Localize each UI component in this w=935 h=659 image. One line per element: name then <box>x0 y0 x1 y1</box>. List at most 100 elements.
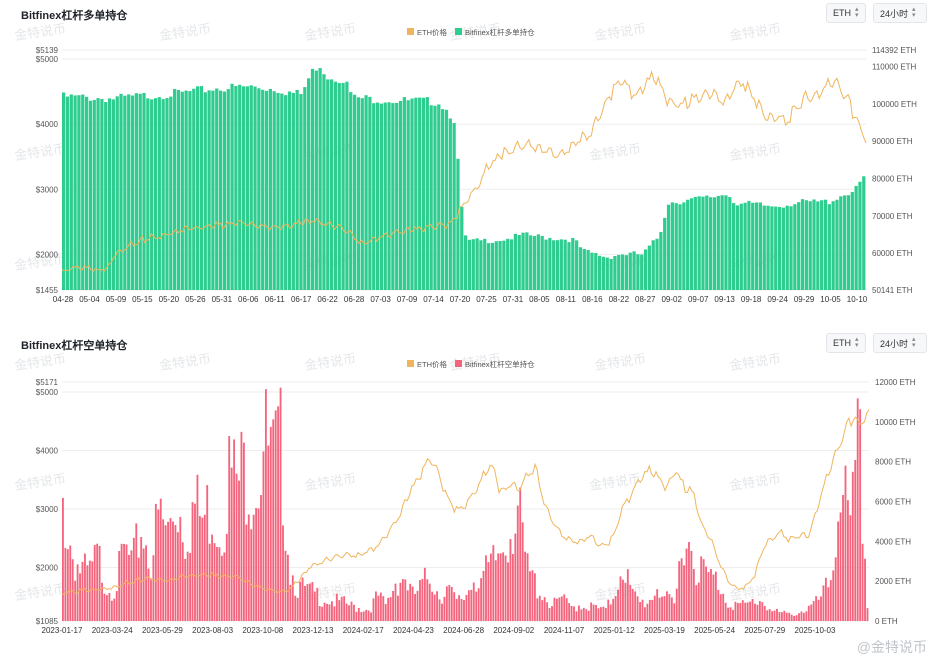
bar <box>604 607 607 621</box>
bar <box>233 439 236 621</box>
bar <box>284 95 288 291</box>
bar <box>793 204 797 290</box>
bar <box>186 551 189 621</box>
bar <box>286 554 289 621</box>
bar <box>546 602 549 621</box>
bar <box>222 91 227 290</box>
bar <box>800 611 803 621</box>
watermark-text: 金特说币 <box>13 581 67 603</box>
watermark-text: 金特说币 <box>13 21 67 43</box>
bar <box>670 202 674 290</box>
bar <box>310 68 315 291</box>
bar <box>499 553 502 621</box>
bar <box>264 90 269 290</box>
bar <box>360 612 363 621</box>
bar <box>640 254 644 290</box>
bar <box>86 565 89 621</box>
long-range-select[interactable]: 24小时 ▴ ▾ <box>873 3 927 23</box>
bar <box>123 543 125 621</box>
bar <box>538 595 541 621</box>
right-axis-tick-label: 114392 ETH <box>872 46 917 55</box>
bar <box>628 252 632 290</box>
bar <box>866 608 869 621</box>
bar <box>728 197 732 290</box>
bar <box>234 86 238 290</box>
x-axis-tick-label: 2025-05-24 <box>694 626 735 635</box>
long-position-panel: 金特说币 金特说币 金特说币 金特说币 金特说币 金特说币 金特说币 金特说币 金特说币 金特说币… <box>0 0 935 325</box>
legend-label-bars: Bitfinex杠杆空单持仓 <box>465 359 535 369</box>
bar <box>804 200 808 290</box>
bar <box>598 255 602 290</box>
bar <box>798 613 800 621</box>
bar <box>395 102 399 291</box>
bar <box>429 105 433 291</box>
bar <box>379 103 383 290</box>
bar <box>443 596 446 621</box>
bar <box>350 601 353 621</box>
bar <box>372 103 376 290</box>
bar <box>475 591 478 621</box>
bar <box>184 558 187 621</box>
bar <box>739 602 742 621</box>
bar <box>188 91 192 290</box>
bar <box>797 202 801 290</box>
bar <box>74 580 77 621</box>
bar <box>253 86 257 290</box>
watermark-text: 金特说币 <box>728 581 782 603</box>
short-unit-select[interactable]: ETH ▴ ▾ <box>826 333 866 353</box>
legend: ETH价格 Bitfinex杠杆多单持仓 <box>407 27 535 37</box>
bar <box>807 605 810 621</box>
bar <box>670 597 673 621</box>
bar <box>693 196 697 290</box>
bar <box>404 579 407 621</box>
bar <box>509 539 512 621</box>
bar <box>613 255 617 290</box>
bar <box>639 602 641 621</box>
bar <box>93 544 96 621</box>
bar <box>306 584 309 621</box>
legend-label-price: ETH价格 <box>417 27 447 37</box>
bar <box>397 595 399 621</box>
bar <box>272 91 276 290</box>
bar <box>452 123 456 290</box>
bar <box>225 533 228 621</box>
bar <box>130 95 135 290</box>
bar <box>565 598 568 621</box>
short-range-select[interactable]: 24小时 ▴ ▾ <box>873 333 927 353</box>
bar <box>817 599 820 621</box>
legend: ETH价格 Bitfinex杠杆空单持仓 <box>407 359 535 369</box>
bar <box>648 599 651 621</box>
bar <box>444 109 449 290</box>
bar <box>490 242 495 290</box>
bar <box>602 606 605 621</box>
bar <box>406 100 410 290</box>
bar <box>436 591 438 621</box>
x-axis-tick-label: 2023-05-29 <box>142 626 183 635</box>
bar <box>245 86 249 290</box>
x-axis-tick-label: 07-03 <box>370 295 391 304</box>
bar <box>299 93 303 291</box>
bar <box>619 576 622 621</box>
left-axis-tick-label: $5139 <box>36 46 59 55</box>
bar <box>159 498 162 621</box>
bar <box>226 89 230 291</box>
bar <box>666 591 668 621</box>
bar <box>747 200 751 290</box>
up-down-chevron-icon: ▴ ▾ <box>855 336 859 349</box>
bar <box>483 238 487 290</box>
bar <box>470 589 473 621</box>
bar <box>384 604 387 621</box>
bar <box>362 611 365 621</box>
bar <box>563 594 566 621</box>
bar <box>763 605 766 621</box>
bar <box>810 604 813 621</box>
bar <box>294 595 297 621</box>
bar <box>230 467 233 621</box>
bar <box>587 610 590 621</box>
bar <box>521 522 524 621</box>
bar <box>601 256 606 290</box>
bar <box>815 596 818 621</box>
bar <box>340 596 343 621</box>
bar <box>695 585 698 621</box>
long-unit-select[interactable]: ETH ▴ ▾ <box>826 3 866 23</box>
